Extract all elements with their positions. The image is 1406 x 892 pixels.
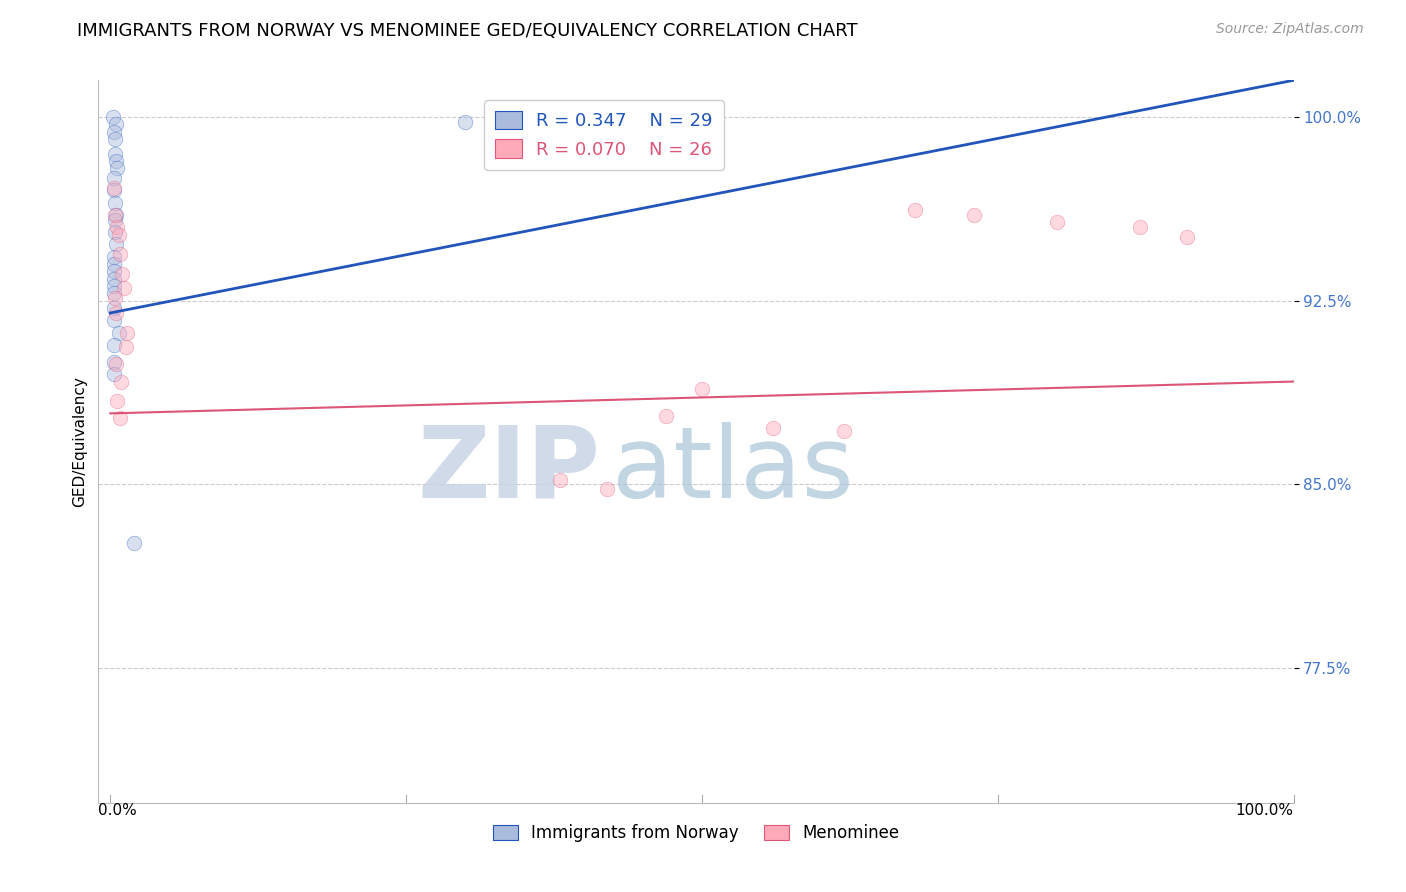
Point xyxy=(103,338,125,352)
Point xyxy=(103,250,125,264)
Point xyxy=(548,473,571,487)
Point xyxy=(1175,230,1198,244)
Point xyxy=(103,171,125,186)
Point xyxy=(103,264,125,278)
Point xyxy=(108,247,131,261)
Point xyxy=(101,110,124,124)
Point xyxy=(105,161,128,176)
Point xyxy=(107,227,129,242)
Point xyxy=(502,112,524,127)
Point xyxy=(832,424,855,438)
Point xyxy=(690,382,713,396)
Text: 100.0%: 100.0% xyxy=(1236,803,1294,818)
Point xyxy=(103,125,125,139)
Point xyxy=(105,394,128,409)
Point xyxy=(103,184,125,198)
Point xyxy=(104,213,127,227)
Point xyxy=(104,225,127,239)
Point xyxy=(105,117,128,131)
Point xyxy=(103,271,125,285)
Point xyxy=(105,208,128,222)
Point xyxy=(105,358,128,372)
Point xyxy=(104,195,127,210)
Point xyxy=(105,154,128,169)
Point xyxy=(762,421,785,435)
Point xyxy=(103,257,125,271)
Text: Source: ZipAtlas.com: Source: ZipAtlas.com xyxy=(1216,22,1364,37)
Point xyxy=(103,301,125,315)
Point xyxy=(596,483,619,497)
Point xyxy=(103,181,125,195)
Point xyxy=(103,313,125,327)
Point xyxy=(103,355,125,369)
Y-axis label: GED/Equivalency: GED/Equivalency xyxy=(72,376,87,507)
Point xyxy=(105,306,128,320)
Point xyxy=(104,132,127,146)
Point xyxy=(655,409,678,423)
Point xyxy=(963,208,986,222)
Point xyxy=(115,326,138,340)
Point xyxy=(110,375,132,389)
Point xyxy=(122,536,145,550)
Point xyxy=(103,279,125,293)
Text: atlas: atlas xyxy=(613,422,853,519)
Point xyxy=(104,291,127,305)
Point xyxy=(104,208,127,222)
Text: 0.0%: 0.0% xyxy=(98,803,138,818)
Text: IMMIGRANTS FROM NORWAY VS MENOMINEE GED/EQUIVALENCY CORRELATION CHART: IMMIGRANTS FROM NORWAY VS MENOMINEE GED/… xyxy=(77,22,858,40)
Point xyxy=(103,286,125,301)
Point xyxy=(108,411,131,425)
Point xyxy=(1046,215,1069,229)
Point xyxy=(103,367,125,381)
Point xyxy=(114,281,136,295)
Point xyxy=(114,340,136,354)
Legend: Immigrants from Norway, Menominee: Immigrants from Norway, Menominee xyxy=(486,817,905,848)
Point xyxy=(107,326,129,340)
Text: ZIP: ZIP xyxy=(418,422,600,519)
Point xyxy=(454,115,477,129)
Point xyxy=(105,237,128,252)
Point xyxy=(1129,220,1152,235)
Point xyxy=(105,220,128,235)
Point xyxy=(111,267,134,281)
Point xyxy=(104,146,127,161)
Point xyxy=(904,203,927,218)
